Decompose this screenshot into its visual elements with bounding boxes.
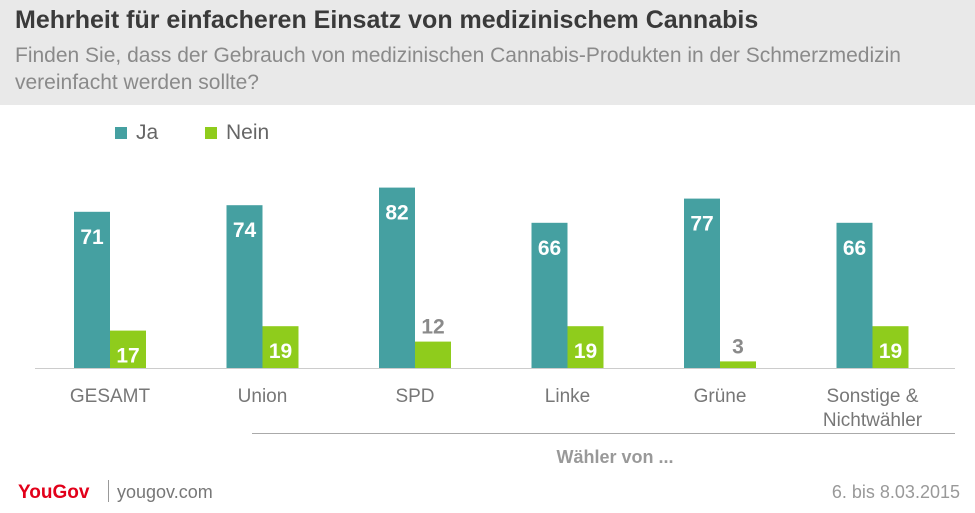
survey-date: 6. bis 8.03.2015 <box>831 482 960 502</box>
legend-label-ja: Ja <box>136 121 159 144</box>
data-label-ja: 77 <box>690 213 713 236</box>
data-label-nein: 19 <box>879 340 902 363</box>
bar-ja <box>74 211 110 368</box>
category-label: Union <box>238 386 288 407</box>
legend-label-nein: Nein <box>226 121 270 144</box>
category-label-line: SPD <box>395 386 434 407</box>
data-label-nein: 3 <box>732 335 744 358</box>
bar-ja <box>226 205 263 368</box>
category-label-line: Linke <box>545 386 590 407</box>
bar-ja <box>684 198 720 368</box>
legend-item-ja: Ja <box>115 121 158 145</box>
category-label-line: Grüne <box>694 386 747 407</box>
data-label-nein: 17 <box>116 345 139 368</box>
footer-website: yougov.com <box>117 482 213 502</box>
header-banner: Mehrheit für einfacheren Einsatz von med… <box>0 0 975 105</box>
category-label-line: Sonstige & <box>827 386 919 407</box>
legend-swatch-ja <box>115 127 127 139</box>
bar-ja <box>836 222 873 368</box>
category-label-line: Nichtwähler <box>823 410 923 431</box>
data-label-nein: 19 <box>269 340 292 363</box>
bar-nein <box>262 326 299 368</box>
data-label-ja: 66 <box>538 237 561 260</box>
bar-nein <box>415 341 451 368</box>
category-label: GESAMT <box>70 386 151 407</box>
category-label: Sonstige & Nichtwähler <box>823 386 923 431</box>
data-label-ja: 82 <box>385 202 408 225</box>
yougov-logo: YouGov <box>18 482 90 503</box>
data-label-nein: 12 <box>421 316 444 339</box>
category-label: Linke <box>545 386 590 407</box>
footer-divider <box>108 480 109 502</box>
bar-nein <box>110 330 146 368</box>
chart-subtitle: Finden Sie, dass der Gebrauch von medizi… <box>15 44 901 94</box>
data-label-ja: 71 <box>80 226 104 249</box>
data-label-ja: 66 <box>843 237 866 260</box>
bar-nein <box>720 361 756 368</box>
bar-nein <box>567 326 604 368</box>
legend-item-nein: Nein <box>205 121 269 145</box>
category-label: SPD <box>395 386 434 407</box>
category-label: Grüne <box>694 386 747 407</box>
legend-swatch-nein <box>205 127 217 139</box>
voter-group-label: Wähler von ... <box>556 447 673 467</box>
bar-ja <box>531 222 568 368</box>
data-label-nein: 19 <box>574 340 597 363</box>
category-label-line: GESAMT <box>70 386 151 407</box>
chart-title: Mehrheit für einfacheren Einsatz von med… <box>15 6 759 34</box>
data-label-ja: 74 <box>233 219 257 242</box>
category-label-line: Union <box>238 386 288 407</box>
bar-nein <box>872 326 909 368</box>
bar-ja <box>379 187 415 368</box>
